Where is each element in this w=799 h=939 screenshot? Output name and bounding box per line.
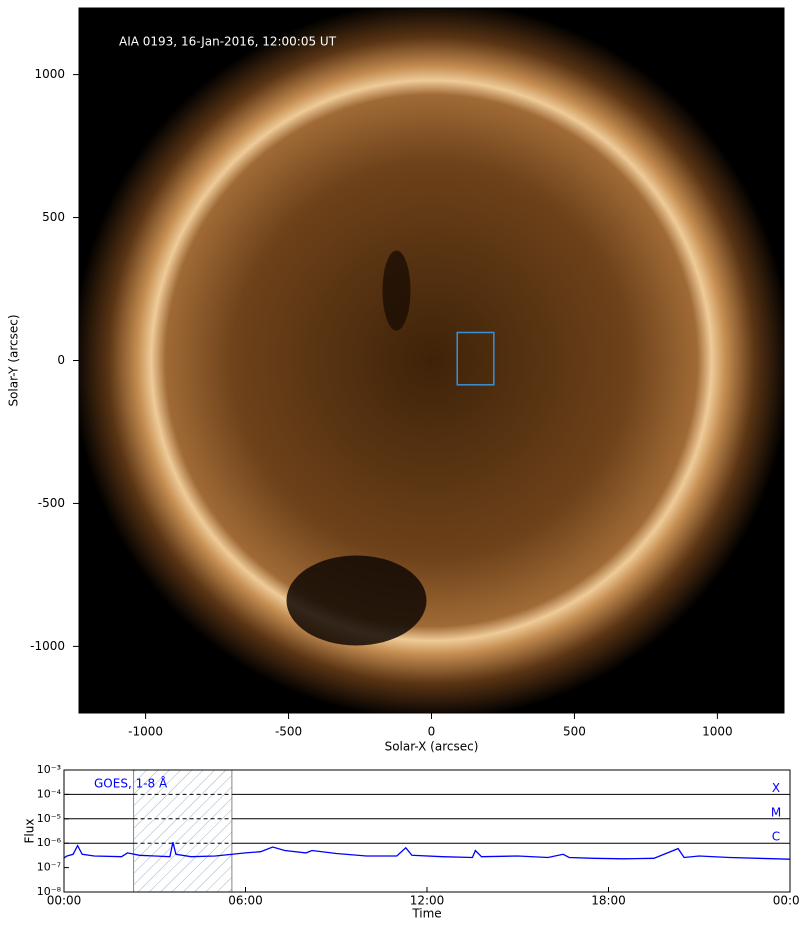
x-tick-label: 0 (428, 725, 436, 739)
x-tick-label: 06:00 (228, 894, 263, 908)
y-tick-label: 10⁻³ (37, 763, 61, 776)
level-label: X (772, 781, 780, 795)
x-axis-label: Solar-X (arcsec) (385, 740, 479, 754)
x-tick-label: 12:00 (410, 894, 445, 908)
legend-label: GOES, 1-8 Å (94, 776, 168, 791)
y-tick-label: 500 (42, 210, 65, 224)
y-tick-label: 1000 (34, 67, 65, 81)
x-tick-label: 18:00 (591, 894, 626, 908)
y-tick-label: 0 (57, 353, 65, 367)
level-label: C (772, 830, 780, 844)
coronal-hole (382, 250, 411, 331)
x-axis-label: Time (411, 907, 441, 921)
y-tick-label: 10⁻⁶ (37, 836, 62, 849)
y-tick-label: 10⁻⁴ (37, 787, 62, 800)
x-tick-label: 00:00 (773, 894, 799, 908)
x-tick-label: 500 (563, 725, 586, 739)
x-tick-label: -500 (275, 725, 302, 739)
y-tick-label: 10⁻⁵ (37, 812, 61, 825)
x-tick-label: 1000 (702, 725, 733, 739)
y-tick-label: 10⁻⁸ (37, 885, 62, 898)
y-tick-label: -1000 (30, 639, 65, 653)
highlight-region (133, 769, 233, 893)
y-axis-label: Flux (23, 819, 37, 844)
flux-line (63, 842, 791, 860)
coronal-hole (286, 555, 427, 646)
y-axis-label: Solar-Y (arcsec) (7, 314, 21, 406)
level-label: M (771, 805, 781, 819)
y-tick-label: 10⁻⁷ (37, 861, 61, 874)
image-title: AIA 0193, 16-Jan-2016, 12:00:05 UT (119, 35, 337, 49)
solar-image (79, 8, 784, 713)
x-tick-label: -1000 (128, 725, 163, 739)
y-tick-label: -500 (38, 496, 65, 510)
sun (79, 8, 784, 713)
x-tick-label: 00:00 (47, 894, 82, 908)
region-box (456, 331, 495, 386)
